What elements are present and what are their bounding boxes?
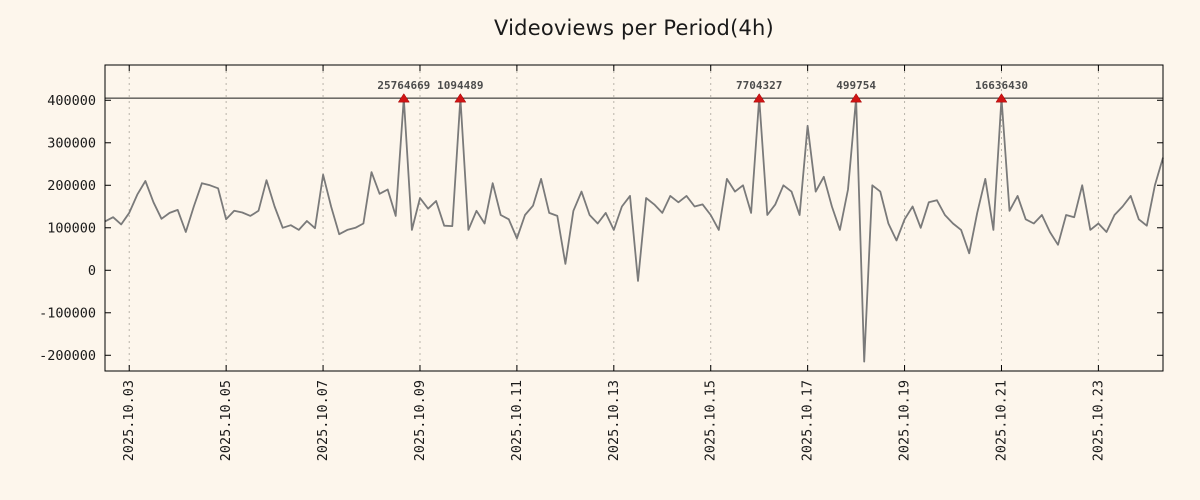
y-tick-label: 0 [88,263,96,279]
peak-annotations: 25764669 1094489 7704327 499754 16636430 [377,79,1028,103]
series-line-videoviews [104,97,1164,363]
x-tick-label: 2025.10.21 [993,380,1009,461]
peak-marker-icon [995,93,1008,103]
x-tick-label: 2025.10.15 [703,380,719,461]
peak-value-label: 499754 [836,79,876,92]
axis-ticks: 2025.10.03 2025.10.05 2025.10.07 2025.10.09… [39,65,1163,461]
peak-value-label: 1094489 [437,79,483,92]
plot-border [104,64,1164,372]
gridlines [128,65,1099,371]
peak-value-label: 25764669 [377,79,430,92]
y-tick-label: 100000 [47,220,96,236]
x-tick-label: 2025.10.19 [897,380,913,461]
y-tick-label: -200000 [39,348,96,364]
peak-marker-icon [850,93,863,103]
x-tick-label: 2025.10.09 [412,380,428,461]
peak-marker-icon [753,93,766,103]
chart-title: Videoviews per Period(4h) [494,16,774,40]
x-tick-label: 2025.10.23 [1090,380,1106,461]
y-tick-label: 300000 [47,135,96,151]
x-tick-label: 2025.10.13 [606,380,622,461]
x-tick-label: 2025.10.05 [218,380,234,461]
x-tick-label: 2025.10.11 [509,380,525,461]
y-tick-label: 400000 [47,93,96,109]
peak-marker-icon [454,93,467,103]
peak-value-label: 7704327 [736,79,782,92]
x-tick-label: 2025.10.03 [121,380,137,461]
y-tick-label: -100000 [39,305,96,321]
y-tick-label: 200000 [47,178,96,194]
x-tick-label: 2025.10.07 [315,380,331,461]
peak-value-label: 16636430 [975,79,1028,92]
peak-marker-icon [397,93,410,103]
x-tick-label: 2025.10.17 [800,380,816,461]
